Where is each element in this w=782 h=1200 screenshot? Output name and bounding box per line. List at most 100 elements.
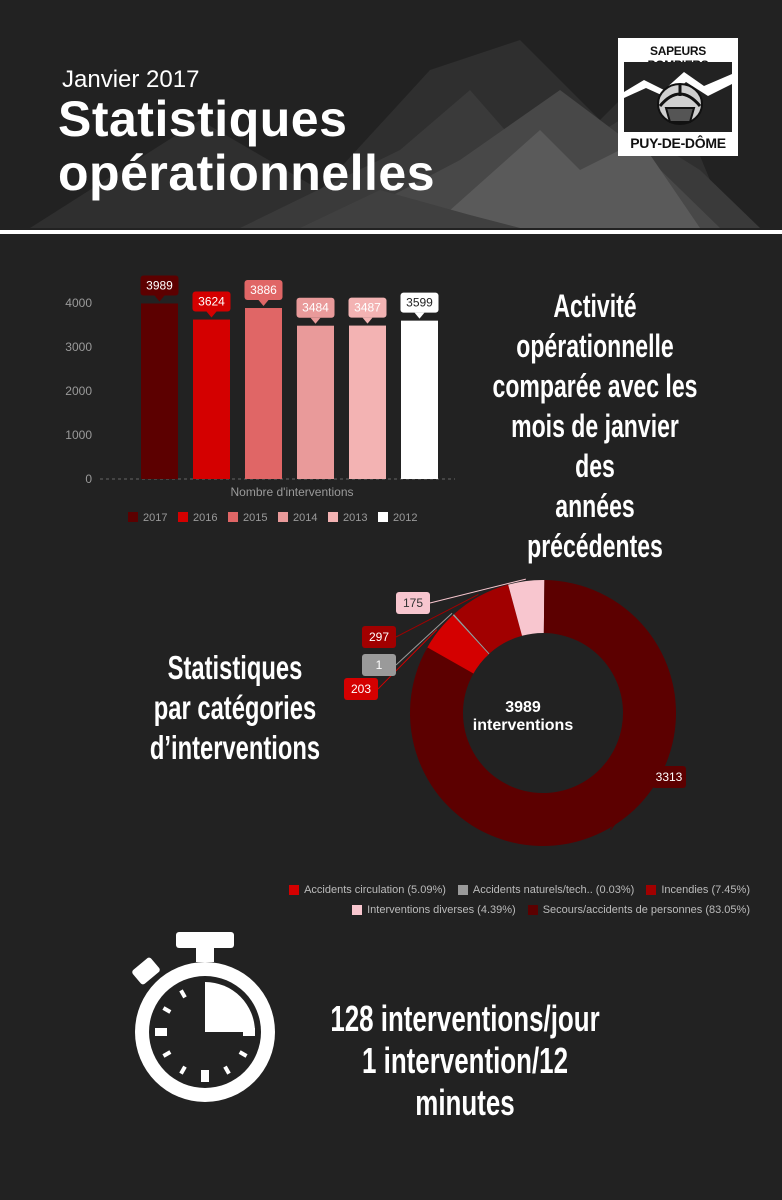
bar-label-bubble	[192, 291, 231, 312]
callout-bubble	[344, 678, 378, 700]
donut-heading-line: d’interventions	[149, 729, 321, 766]
y-tick-label: 2000	[65, 384, 92, 398]
report-month: Janvier 2017	[62, 66, 200, 93]
bar-heading-line: comparée avec les	[492, 368, 698, 404]
page-title-line-1: Statistiques	[58, 91, 348, 147]
callout-bubble	[362, 654, 396, 676]
legend-swatch	[352, 905, 363, 915]
legend-label-2012: 2012	[393, 512, 417, 524]
bar-heading-line: années précédentes	[527, 488, 663, 564]
legend-label: Secours/accidents de personnes (83.05%)	[542, 904, 750, 916]
firefighter-helmet-icon	[657, 83, 703, 125]
logo-mountain-band	[624, 62, 732, 132]
bar-label-pointer	[258, 300, 269, 307]
legend-swatch-2012	[378, 512, 388, 522]
page-title: Statistiques opérationnelles	[58, 92, 435, 200]
donut-data-label: 297	[369, 630, 389, 644]
bar-label-pointer	[414, 312, 425, 319]
mountain-background	[30, 40, 760, 228]
donut-data-label: 175	[403, 596, 423, 610]
bar-2015	[245, 308, 282, 479]
callout-bubble	[362, 626, 396, 648]
bar-data-label: 3484	[302, 301, 329, 315]
stopwatch-tick	[155, 1028, 167, 1036]
header-divider	[0, 230, 782, 234]
callout-bubble	[652, 766, 686, 788]
bar-2017	[141, 303, 178, 479]
donut-legend-item: Secours/accidents de personnes (83.05%)	[527, 904, 750, 916]
callout-bubble	[396, 592, 430, 614]
page-title-line-2: opérationnelles	[58, 145, 436, 201]
legend-swatch	[457, 885, 468, 895]
bar-section-heading: Activité opérationnelle comparée avec le…	[491, 286, 700, 566]
callout-line	[395, 612, 453, 666]
y-tick-label: 3000	[65, 340, 92, 354]
legend-label-2016: 2016	[193, 512, 217, 524]
logo-bottom-text: PUY-DE-DÔME	[630, 135, 726, 151]
donut-center-label: interventions	[473, 717, 574, 734]
bar-data-label: 3599	[406, 296, 433, 310]
stopwatch-tick	[223, 1065, 231, 1075]
bar-data-label: 3487	[354, 301, 381, 315]
bar-label-bubble	[296, 297, 335, 318]
x-axis-label: Nombre d'interventions	[230, 485, 353, 499]
callout-line	[395, 594, 479, 638]
donut-legend-item: Interventions diverses (4.39%)	[352, 904, 516, 916]
legend-swatch-2014	[278, 512, 288, 522]
bar-heading-line: opérationnelle	[516, 328, 674, 364]
bar-label-pointer	[310, 317, 321, 324]
stopwatch-tick	[162, 1050, 172, 1058]
bar-data-label: 3624	[198, 295, 225, 309]
y-tick-label: 0	[85, 472, 92, 486]
legend-label-2017: 2017	[143, 512, 167, 524]
stopwatch-tick	[243, 1028, 255, 1036]
bar-2014	[297, 325, 334, 479]
donut-legend-item: Incendies (7.45%)	[646, 884, 750, 896]
legend-label: Interventions diverses (4.39%)	[367, 904, 516, 916]
donut-center-value: 3989	[505, 699, 541, 716]
donut-data-label: 3313	[656, 770, 683, 784]
callout-line	[377, 629, 438, 690]
bar-2012	[401, 320, 438, 479]
stopwatch-tick	[162, 1006, 172, 1014]
donut-heading-line: Statistiques	[167, 649, 303, 686]
sdis-logo: SAPEURS POMPIERS PUY-DE-DÔME	[618, 38, 738, 156]
donut-slice	[410, 580, 676, 846]
legend-label: Accidents circulation (5.09%)	[304, 884, 446, 896]
legend-swatch	[289, 885, 300, 895]
donut-heading-line: par catégories	[153, 689, 317, 726]
legend-label: Accidents naturels/tech.. (0.03%)	[472, 884, 635, 896]
donut-legend-item: Accidents naturels/tech.. (0.03%)	[457, 884, 635, 896]
donut-slice	[454, 584, 523, 654]
interventions-frequency: 1 intervention/12 minutes	[362, 1040, 568, 1123]
donut-slice	[508, 580, 545, 636]
bar-label-bubble	[140, 275, 179, 296]
donut-slice	[452, 614, 490, 655]
legend-label: Incendies (7.45%)	[661, 884, 750, 896]
donut-data-label: 1	[376, 658, 383, 672]
bar-label-pointer	[362, 317, 373, 324]
bar-label-bubble	[348, 297, 387, 318]
bar-data-label: 3886	[250, 283, 277, 297]
y-tick-label: 1000	[65, 428, 92, 442]
donut-legend: Accidents circulation (5.09%) Accidents n…	[270, 884, 750, 924]
bar-label-pointer	[154, 295, 165, 302]
legend-swatch	[527, 905, 538, 915]
bar-data-label: 3989	[146, 278, 173, 292]
legend-label-2015: 2015	[243, 512, 267, 524]
legend-swatch-2013	[328, 512, 338, 522]
legend-swatch-2015	[228, 512, 238, 522]
donut-data-label: 203	[351, 682, 371, 696]
callout-line	[429, 578, 526, 604]
donut-slice	[426, 615, 489, 675]
bar-2016	[193, 319, 230, 479]
legend-swatch-2017	[128, 512, 138, 522]
donut-legend-row: Accidents circulation (5.09%) Accidents n…	[270, 884, 750, 896]
bar-heading-line: Activité	[553, 288, 637, 324]
donut-legend-row: Interventions diverses (4.39%) Secours/ac…	[270, 904, 750, 916]
legend-label-2014: 2014	[293, 512, 317, 524]
callout-line	[609, 776, 653, 831]
y-tick-label: 4000	[65, 296, 92, 310]
donut-section-heading: Statistiques par catégories d’interventi…	[123, 648, 346, 768]
